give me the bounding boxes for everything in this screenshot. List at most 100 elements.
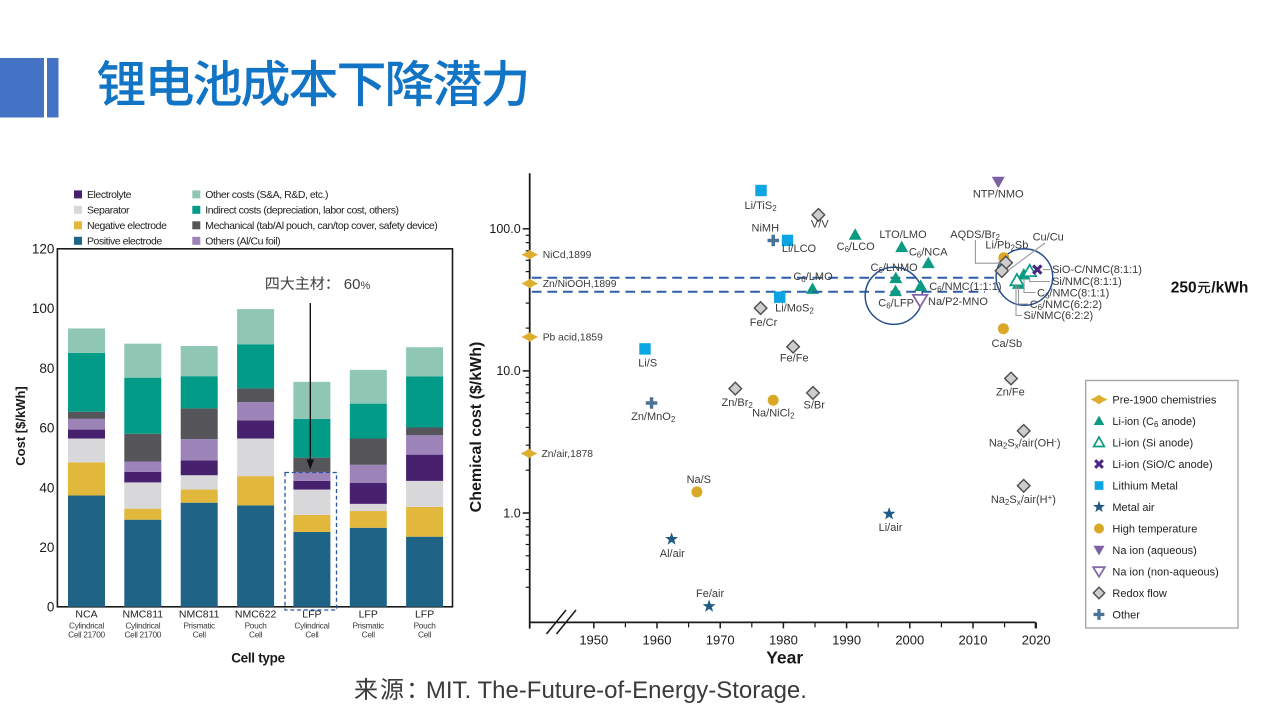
svg-text:Li-ion (Si anode): Li-ion (Si anode) <box>1112 437 1193 449</box>
svg-text:/kWh: /kWh <box>1211 279 1248 296</box>
svg-text:Li/LCO: Li/LCO <box>782 243 817 255</box>
svg-text:Electrolyte: Electrolyte <box>87 189 132 201</box>
svg-text:Ca/Sb: Ca/Sb <box>992 338 1023 350</box>
svg-text:Na ion (aqueous): Na ion (aqueous) <box>1112 545 1196 557</box>
svg-text:NiCd,1899: NiCd,1899 <box>543 250 592 261</box>
svg-text:Year: Year <box>766 647 803 667</box>
svg-text:Lithium Metal: Lithium Metal <box>1112 480 1177 492</box>
svg-text:Na/P2-MNO: Na/P2-MNO <box>928 296 988 308</box>
svg-text:C6/LNMO: C6/LNMO <box>870 262 918 275</box>
svg-text:10.0: 10.0 <box>496 364 520 378</box>
svg-text:C6/LCO: C6/LCO <box>837 241 876 254</box>
svg-text:Cylindrical: Cylindrical <box>125 620 160 630</box>
svg-text:Pouch: Pouch <box>245 620 268 630</box>
svg-text:Pb acid,1859: Pb acid,1859 <box>543 332 603 343</box>
svg-text:Si/NMC(6:2:2): Si/NMC(6:2:2) <box>1024 310 1094 322</box>
svg-text:2020: 2020 <box>1022 633 1051 648</box>
svg-text:120: 120 <box>32 242 55 257</box>
svg-text:1970: 1970 <box>706 633 735 648</box>
svg-text:Prismatic: Prismatic <box>352 620 384 630</box>
svg-text:Cell: Cell <box>362 629 376 639</box>
svg-text:Na2Sx/air(OH-): Na2Sx/air(OH-) <box>989 436 1061 450</box>
svg-text:Chemical cost ($/kWh): Chemical cost ($/kWh) <box>468 342 485 513</box>
svg-text:0: 0 <box>47 600 55 615</box>
svg-text:AQDS/Br2: AQDS/Br2 <box>950 229 1000 242</box>
svg-text:Separator: Separator <box>87 205 130 217</box>
svg-text:Pouch: Pouch <box>414 620 437 630</box>
svg-text:NMC811: NMC811 <box>122 609 163 621</box>
svg-text:Cell: Cell <box>305 629 319 639</box>
svg-text:Li/TiS2: Li/TiS2 <box>745 200 778 213</box>
svg-text:NMC622: NMC622 <box>235 609 277 621</box>
svg-text:Li/MoS2: Li/MoS2 <box>775 303 814 316</box>
svg-text:Zn/Br2: Zn/Br2 <box>722 397 754 410</box>
svg-text:20: 20 <box>39 540 54 555</box>
svg-text:LFP: LFP <box>359 609 378 621</box>
svg-text:Li-ion (SiO/C anode): Li-ion (SiO/C anode) <box>1112 459 1212 471</box>
svg-text:Na/NiCl2: Na/NiCl2 <box>752 407 795 420</box>
svg-text:60: 60 <box>39 421 54 436</box>
svg-text:Zn/Fe: Zn/Fe <box>996 387 1025 399</box>
svg-text:LFP: LFP <box>302 609 321 621</box>
svg-text:C6/NMC(8:1:1): C6/NMC(8:1:1) <box>1037 287 1109 300</box>
svg-text:Cell 21700: Cell 21700 <box>124 629 161 639</box>
svg-text:1990: 1990 <box>832 633 861 648</box>
svg-text:LTO/LMO: LTO/LMO <box>879 229 927 241</box>
svg-text:Metal air: Metal air <box>1112 502 1155 514</box>
svg-text:Positive electrode: Positive electrode <box>87 235 162 247</box>
svg-text:Cell: Cell <box>418 629 432 639</box>
svg-text:Li-ion (C6 anode): Li-ion (C6 anode) <box>1112 416 1195 429</box>
svg-text:1.0: 1.0 <box>503 506 520 520</box>
svg-text:Cell: Cell <box>249 629 263 639</box>
svg-text:S/Br: S/Br <box>803 399 825 411</box>
svg-text:Cylindrical: Cylindrical <box>69 620 104 630</box>
svg-text:LFP: LFP <box>415 609 434 621</box>
svg-text:C6/NCA: C6/NCA <box>909 247 948 260</box>
svg-text:Si/NMC(8:1:1): Si/NMC(8:1:1) <box>1052 276 1122 288</box>
svg-text:Cost [$/kWh]: Cost [$/kWh] <box>13 386 28 465</box>
svg-text:V/V: V/V <box>811 219 829 231</box>
svg-text:Na ion (non-aqueous): Na ion (non-aqueous) <box>1112 566 1218 578</box>
svg-text:C6/LFP: C6/LFP <box>878 298 914 311</box>
svg-text:1980: 1980 <box>769 633 798 648</box>
svg-text:SiO-C/NMC(8:1:1): SiO-C/NMC(8:1:1) <box>1052 264 1142 276</box>
svg-text:C6/NMC(6:2:2): C6/NMC(6:2:2) <box>1030 299 1102 312</box>
svg-text:100.0: 100.0 <box>489 222 520 236</box>
svg-text:Cylindrical: Cylindrical <box>294 620 329 630</box>
svg-text:Li/Pb2Sb: Li/Pb2Sb <box>985 239 1028 252</box>
svg-text:1950: 1950 <box>579 633 608 648</box>
svg-text:1960: 1960 <box>643 633 672 648</box>
svg-text:Negative electrode: Negative electrode <box>87 220 167 232</box>
svg-text:Cell type: Cell type <box>231 651 285 666</box>
svg-text:2000: 2000 <box>895 633 924 648</box>
svg-text:Li/air: Li/air <box>879 522 903 534</box>
svg-text:High temperature: High temperature <box>1112 523 1197 535</box>
svg-text:Na/S: Na/S <box>687 474 711 486</box>
svg-text:NiMH: NiMH <box>752 223 780 235</box>
svg-text:Zn/NiOOH,1899: Zn/NiOOH,1899 <box>543 279 617 290</box>
svg-text:Zn/air,1878: Zn/air,1878 <box>542 449 594 460</box>
svg-text:80: 80 <box>39 361 54 376</box>
svg-text:100: 100 <box>32 301 55 316</box>
svg-text:Zn/MnO2: Zn/MnO2 <box>631 411 676 424</box>
svg-text:Others (Al/Cu foil): Others (Al/Cu foil) <box>205 235 280 247</box>
svg-text:2010: 2010 <box>959 633 988 648</box>
svg-text:C6/NMC(1:1:1): C6/NMC(1:1:1) <box>929 281 1001 294</box>
svg-text:Pre-1900 chemistries: Pre-1900 chemistries <box>1112 394 1216 406</box>
svg-text:NMC811: NMC811 <box>179 609 220 621</box>
svg-text:Prismatic: Prismatic <box>183 620 215 630</box>
svg-text:Cell 21700: Cell 21700 <box>68 629 105 639</box>
svg-text:Indirect costs (depreciation,: Indirect costs (depreciation, labor cost… <box>205 205 398 217</box>
svg-text:Fe/Fe: Fe/Fe <box>780 352 809 364</box>
svg-text:Fe/Cr: Fe/Cr <box>750 317 778 329</box>
svg-text:Cell: Cell <box>193 629 207 639</box>
svg-text:C6/LMO: C6/LMO <box>793 271 833 284</box>
svg-text:NTP/NMO: NTP/NMO <box>973 189 1024 201</box>
svg-text:Cu/Cu: Cu/Cu <box>1033 232 1064 244</box>
svg-text:Mechanical (tab/Al pouch, can/: Mechanical (tab/Al pouch, can/top cover,… <box>205 220 437 232</box>
svg-text:NCA: NCA <box>75 609 97 621</box>
svg-text:Redox flow: Redox flow <box>1112 588 1166 600</box>
svg-text:40: 40 <box>39 480 54 495</box>
svg-text:MIT. The-Future-of-Energy-Stor: MIT. The-Future-of-Energy-Storage. <box>426 677 807 704</box>
svg-text:Fe/air: Fe/air <box>696 588 724 600</box>
